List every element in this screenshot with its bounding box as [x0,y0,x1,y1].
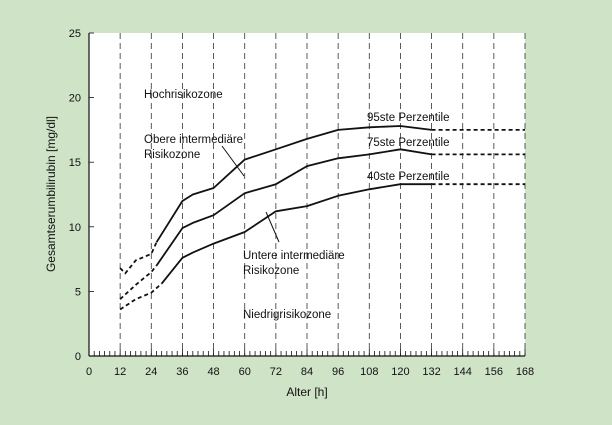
x-tick-label: 12 [114,366,126,378]
y-tick-label: 15 [69,157,81,169]
y-tick-label: 5 [75,286,81,298]
zone-label-lower-line1: Untere intermediäre [243,250,345,262]
x-tick-label: 108 [360,366,378,378]
x-tick-label: 168 [516,366,534,378]
zone-label-upper-intermediate: Obere intermediäre Risikozone [144,134,246,161]
zone-label-lower-line2: Risikozone [243,265,299,277]
y-axis-title: Gesamtserumbilirubin [mg/dl] [44,116,58,272]
grid-lines [119,33,526,356]
y-tick-label: 10 [69,222,81,234]
percentile-curves [119,125,525,311]
series-75-dashed-start [119,265,158,300]
x-minor-ticks [88,349,526,356]
x-tick-label: 24 [145,366,157,378]
x-tick-labels: 0 12 24 36 48 60 72 84 96 108 120 132 144 156 168 [86,366,534,378]
x-tick-label: 48 [207,366,219,378]
y-tick-label: 25 [69,28,81,40]
zone-pointer-upper [221,145,245,177]
x-tick-label: 156 [485,366,503,378]
series-40-dashed-start [119,282,163,311]
x-tick-label: 84 [301,366,313,378]
zone-label-lower-intermediate: Untere intermediäre Risikozone [243,250,348,277]
x-tick-label: 36 [176,366,188,378]
x-tick-label: 60 [239,366,251,378]
x-tick-label: 96 [332,366,344,378]
y-tick-label: 0 [75,351,81,363]
series-label-40: 40ste Perzentile [367,171,449,183]
zone-label-low: Niedrigrisikozone [243,309,331,321]
zone-pointer-lower [265,211,280,243]
zone-label-upper-line1: Obere intermediäre [144,134,243,146]
y-tick-label: 20 [69,93,81,105]
x-axis-title: Alter [h] [286,385,327,399]
x-tick-label: 144 [454,366,472,378]
series-label-95: 95ste Perzentile [367,112,449,124]
series-95-dashed-start [119,241,158,275]
series-label-75: 75ste Perzentile [367,137,449,149]
x-tick-label: 132 [422,366,440,378]
x-tick-label: 72 [270,366,282,378]
zone-label-upper-line2: Risikozone [144,149,200,161]
x-tick-label: 120 [391,366,409,378]
series-95-line [155,125,432,243]
series-75-line [155,148,432,267]
x-tick-label: 0 [86,366,92,378]
series-40-line [160,183,432,285]
zone-label-high: Hochrisikozone [144,89,223,101]
y-tick-labels: 0 5 10 15 20 25 [69,28,94,363]
